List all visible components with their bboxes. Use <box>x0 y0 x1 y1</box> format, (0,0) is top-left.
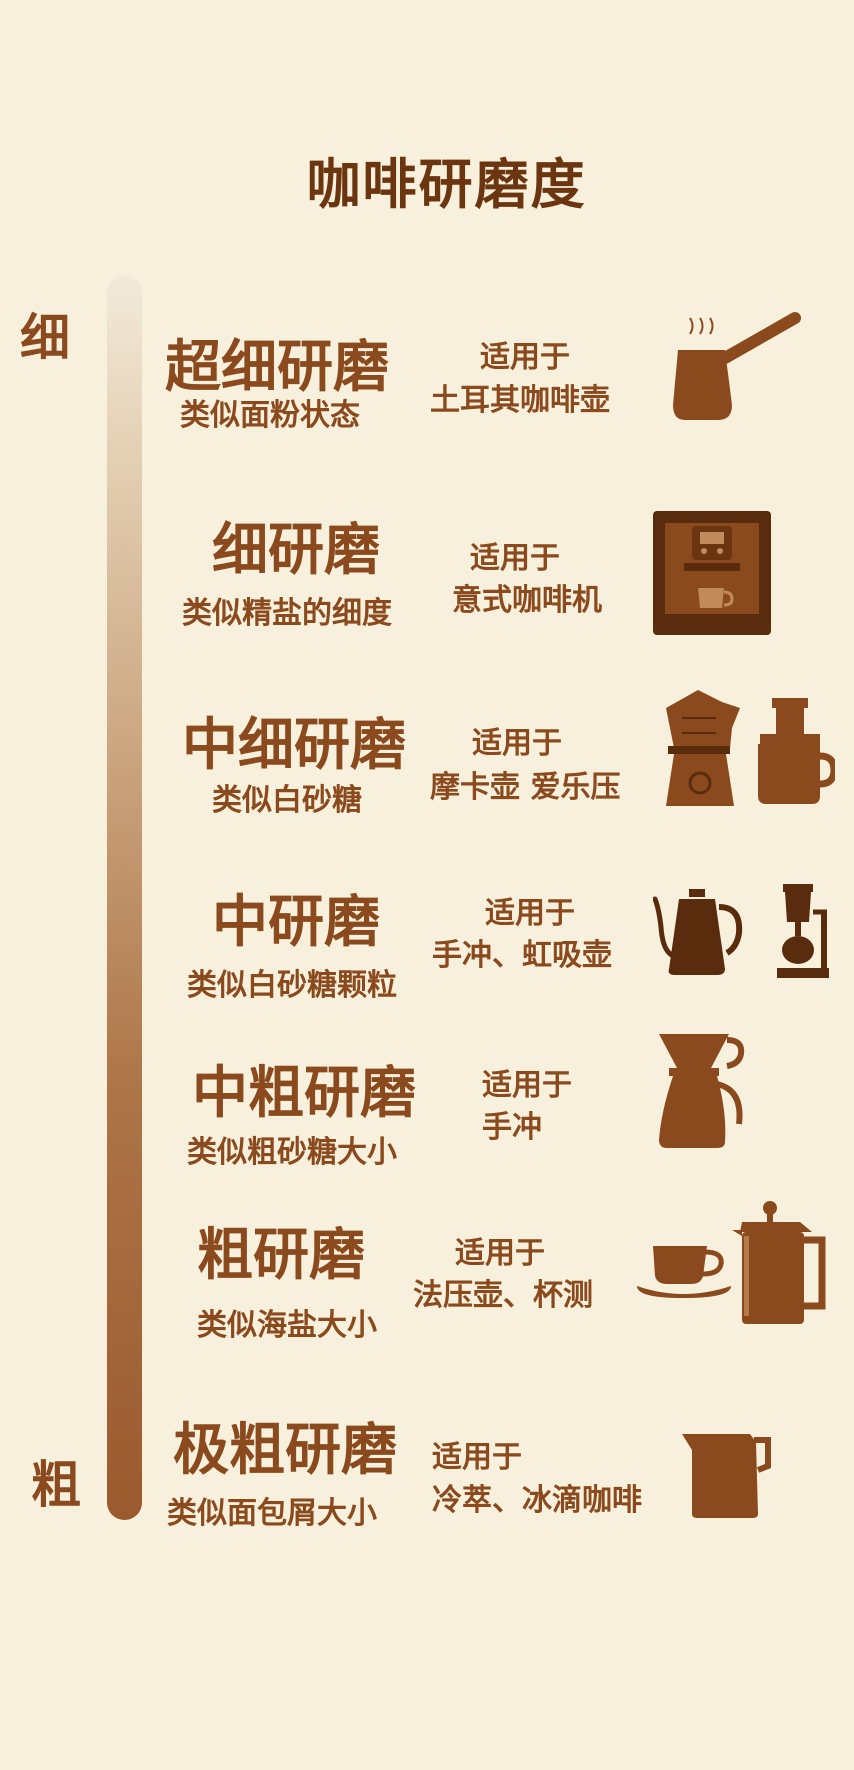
for-label: 适用于 <box>485 896 575 931</box>
page-title: 咖啡研磨度 <box>306 153 587 216</box>
grind-name: 中粗研磨 <box>192 1061 416 1126</box>
grind-desc: 类似白砂糖颗粒 <box>187 968 397 1003</box>
grind-name: 中研磨 <box>212 890 380 955</box>
espresso-machine-icon <box>650 508 775 638</box>
scale-fine-label: 细 <box>20 309 70 367</box>
aeropress-icon <box>750 696 835 806</box>
for-value: 冷萃、冰滴咖啡 <box>432 1483 642 1518</box>
french-press-icon <box>730 1200 830 1328</box>
grind-name: 极粗研磨 <box>173 1418 397 1483</box>
for-value: 意式咖啡机 <box>452 583 602 618</box>
grind-scale-bar <box>107 275 142 1520</box>
turkish-coffee-pot-icon <box>670 310 810 430</box>
pitcher-icon <box>680 1430 775 1520</box>
grind-desc: 类似面粉状态 <box>180 398 360 433</box>
cup-saucer-icon <box>635 1242 735 1302</box>
pour-over-dripper-icon <box>655 1032 750 1152</box>
grind-desc: 类似精盐的细度 <box>182 596 392 631</box>
for-label: 适用于 <box>455 1236 545 1271</box>
grind-desc: 类似海盐大小 <box>197 1308 377 1343</box>
siphon-icon <box>773 882 833 980</box>
scale-coarse-label: 粗 <box>31 1456 81 1514</box>
grind-name: 粗研磨 <box>197 1223 365 1288</box>
for-value: 手冲、虹吸壶 <box>432 938 612 973</box>
gooseneck-kettle-icon <box>653 887 748 977</box>
grind-name: 细研磨 <box>212 518 380 583</box>
for-label: 适用于 <box>482 1068 572 1103</box>
for-value: 土耳其咖啡壶 <box>430 383 610 418</box>
for-value: 摩卡壶 爱乐压 <box>430 770 621 805</box>
for-label: 适用于 <box>470 541 560 576</box>
moka-pot-icon <box>652 688 744 810</box>
grind-name: 中细研磨 <box>182 713 406 778</box>
for-label: 适用于 <box>432 1440 522 1475</box>
grind-name: 超细研磨 <box>165 335 389 400</box>
grind-desc: 类似面包屑大小 <box>167 1496 377 1531</box>
grind-desc: 类似粗砂糖大小 <box>187 1135 397 1170</box>
for-value: 法压壶、杯测 <box>413 1278 593 1313</box>
for-label: 适用于 <box>480 340 570 375</box>
for-label: 适用于 <box>472 726 562 761</box>
grind-desc: 类似白砂糖 <box>212 783 362 818</box>
for-value: 手冲 <box>482 1110 542 1145</box>
